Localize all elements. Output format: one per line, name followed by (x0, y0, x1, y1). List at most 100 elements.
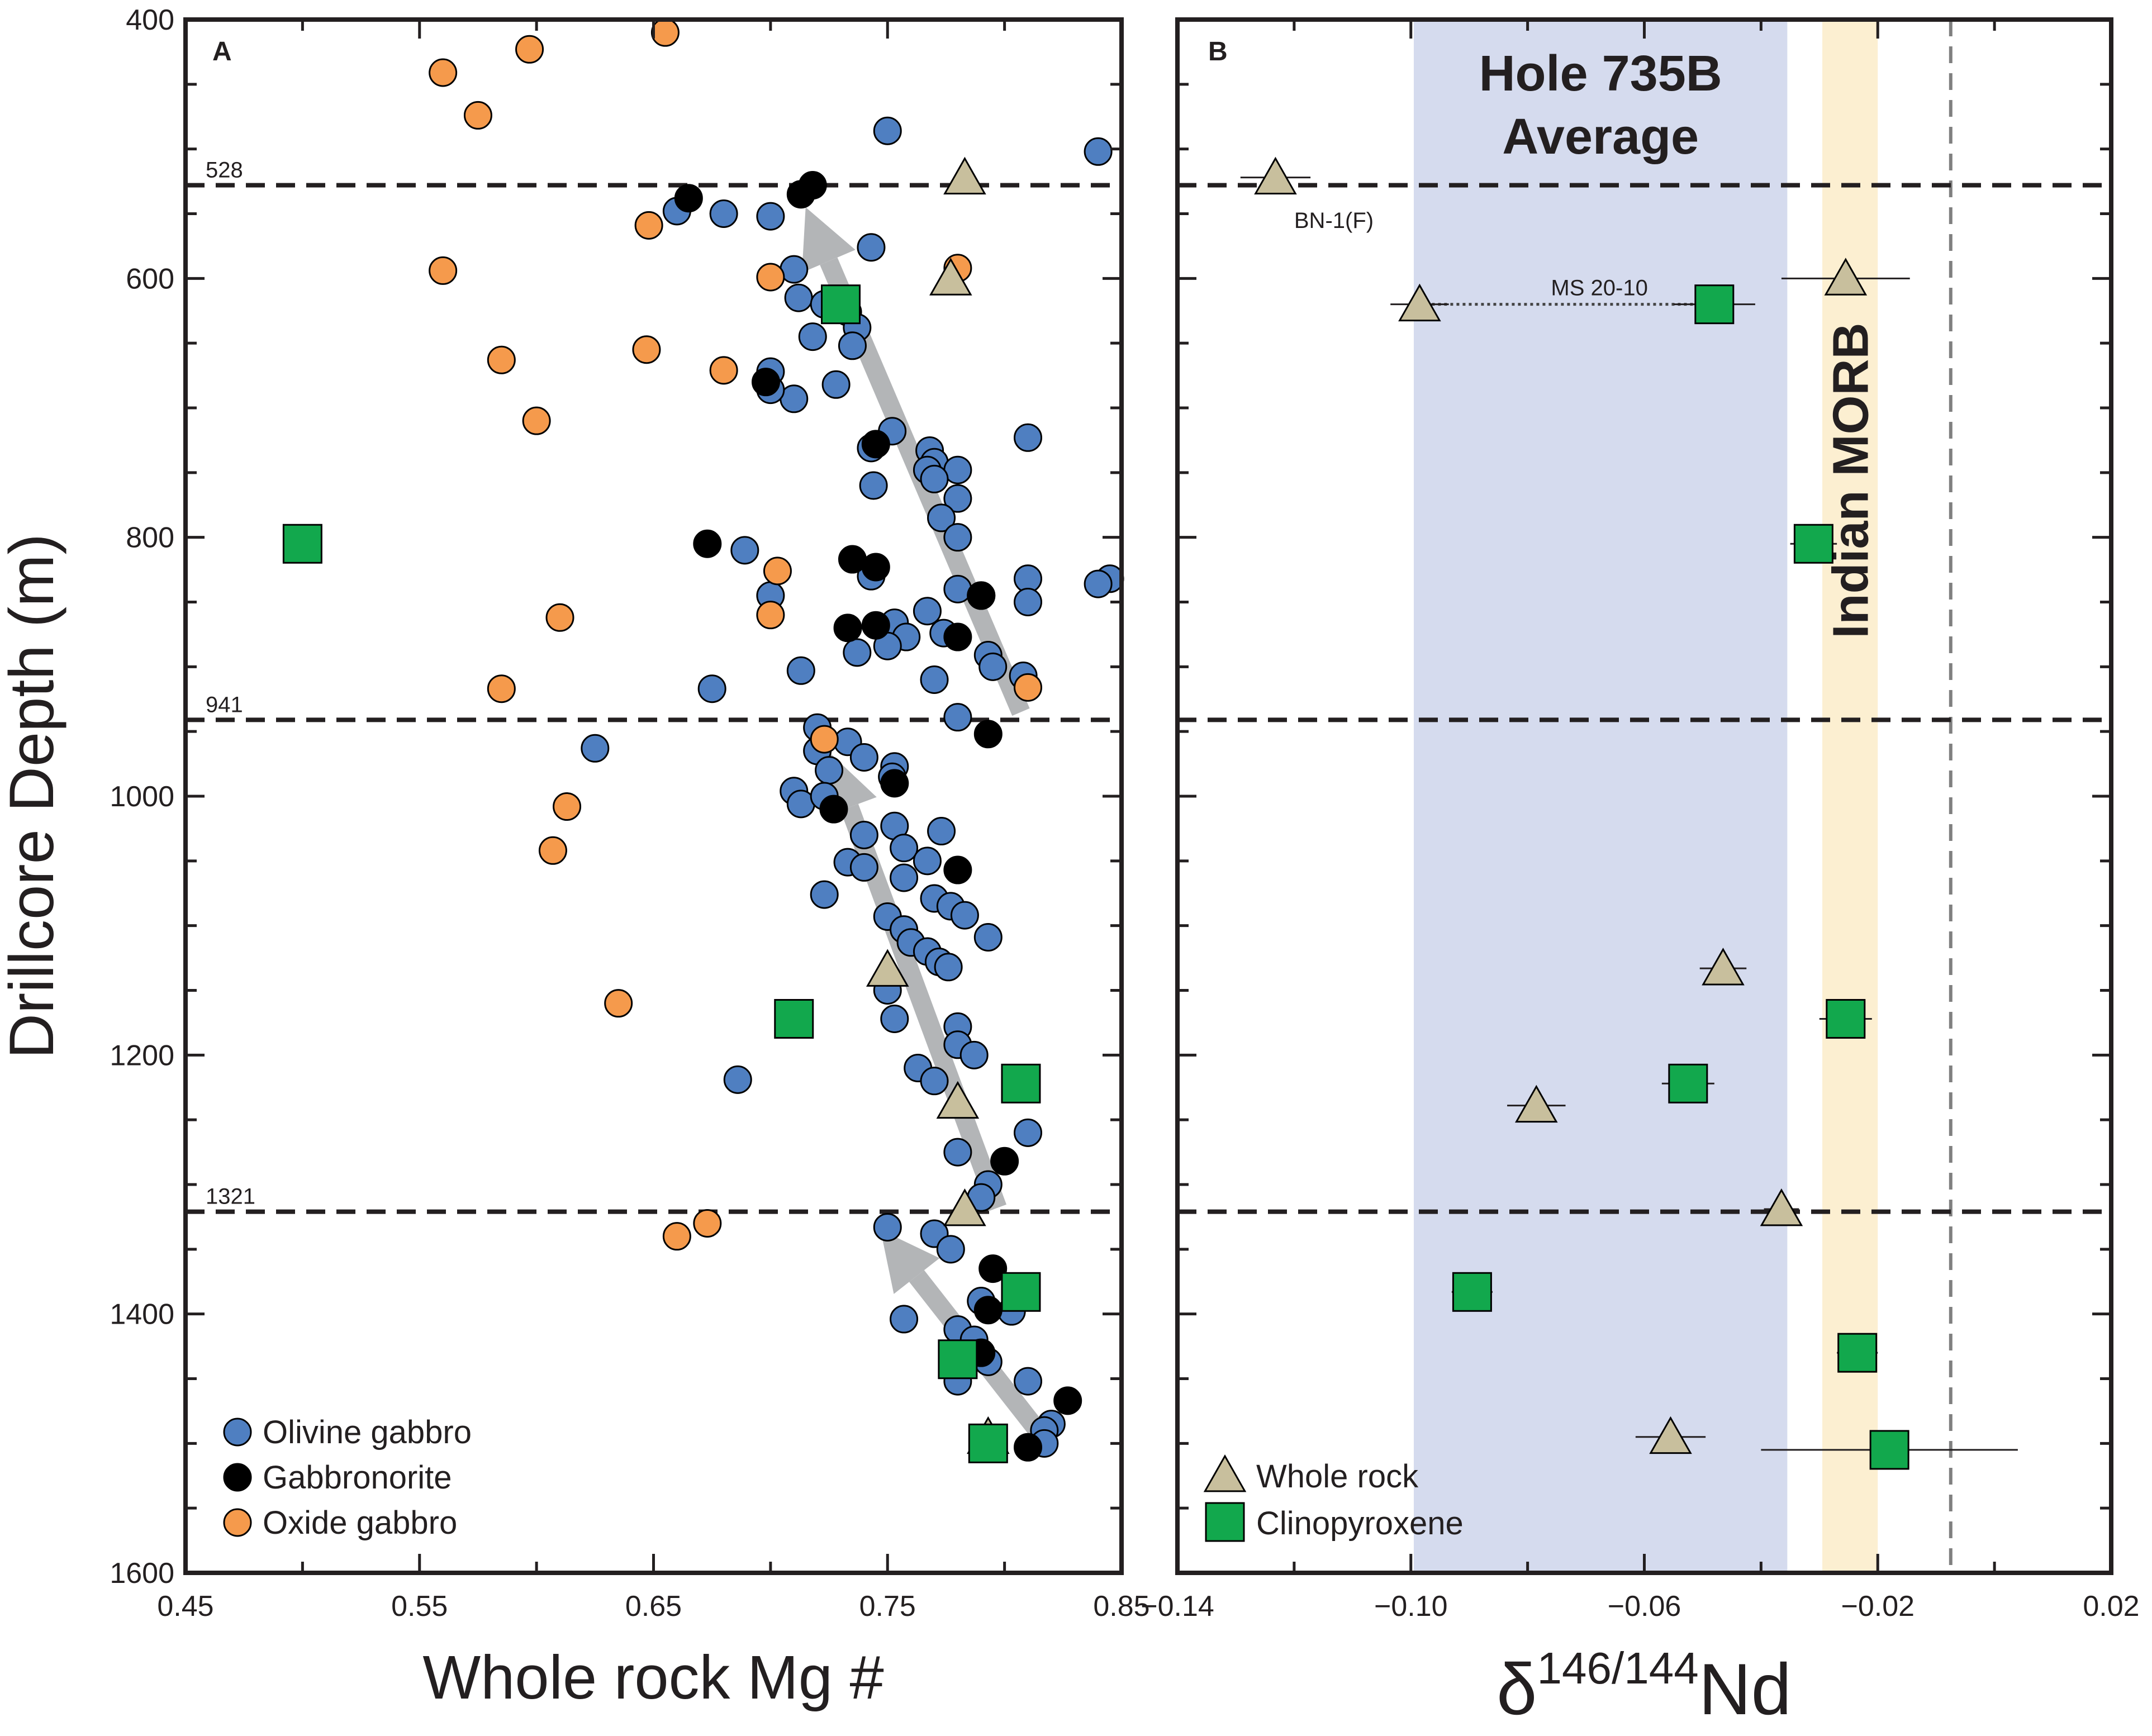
olivine-gabbro-point (920, 1067, 949, 1096)
y-axis-title: Drillcore Depth (m) (0, 534, 66, 1059)
oxide-gabbro-point (429, 58, 458, 87)
olivine-gabbro-point (890, 834, 919, 863)
gabbronorite-point (819, 795, 848, 824)
gabbronorite-point (943, 855, 972, 884)
hole-735b-band (1413, 20, 1788, 1573)
x-axis-title-a: Whole rock Mg # (422, 1643, 883, 1712)
olivine-gabbro-point (798, 322, 827, 351)
olivine-gabbro-point (927, 817, 956, 846)
panel-a-letter: A (212, 37, 232, 66)
olivine-gabbro-point (973, 923, 1003, 952)
oxide-gabbro-point (650, 18, 680, 47)
legend-b: Whole rock Clinopyroxene (1203, 1454, 1464, 1542)
olivine-gabbro-point (709, 199, 738, 228)
cpx-point (1668, 1063, 1708, 1104)
olivine-gabbro-point (756, 202, 785, 231)
whole-rock-point (1760, 1188, 1803, 1226)
oxide-gabbro-point (487, 674, 516, 703)
olivine-gabbro-point (936, 1235, 965, 1264)
depth-label-941: 941 (206, 692, 243, 717)
legend-marker-whole-rock (1203, 1454, 1247, 1492)
olivine-gabbro-point (843, 638, 872, 667)
oxide-gabbro-point (538, 836, 567, 865)
cpx-point (1837, 1333, 1878, 1373)
olivine-gabbro-point (943, 1138, 972, 1167)
legend-marker (223, 1418, 252, 1447)
gabbronorite-point (973, 1296, 1003, 1325)
gabbronorite-point (693, 529, 722, 558)
x-axis-title-b-sup: 146/144 (1537, 1643, 1699, 1693)
trend-arrow-head (880, 1230, 940, 1294)
x-axis-title-b: δ146/144Nd (1497, 1643, 1792, 1730)
olivine-gabbro-point (920, 665, 949, 694)
oxide-gabbro-point (463, 101, 492, 130)
olivine-gabbro-point (849, 853, 878, 882)
gabbronorite-point (978, 1254, 1008, 1283)
oxide-gabbro-point (662, 1222, 691, 1251)
depth-label-528: 528 (206, 158, 243, 183)
oxide-gabbro-point (756, 601, 785, 630)
panel-b: Hole 735B Average Indian MORB BN-1(F) MS 20… (1141, 17, 2140, 1730)
oxide-gabbro-point (429, 256, 458, 285)
olivine-gabbro-point (821, 370, 851, 399)
y-tick-label: 1400 (110, 1299, 174, 1331)
olivine-gabbro-point (927, 503, 956, 532)
olivine-gabbro-point (1084, 137, 1113, 166)
x-axis-title-b-nd: Nd (1699, 1648, 1792, 1730)
x-tick-label-b: −0.02 (1841, 1590, 1915, 1623)
olivine-gabbro-point (815, 756, 844, 785)
olivine-gabbro-point (920, 464, 949, 493)
olivine-gabbro-point (786, 656, 815, 685)
oxide-gabbro-point (763, 557, 792, 586)
legend-marker-cpx (1205, 1502, 1245, 1542)
olivine-gabbro-point (810, 880, 839, 909)
x-tick-label-b: 0.02 (2083, 1590, 2139, 1623)
whole-rock-point (929, 258, 972, 296)
cpx-point (1793, 524, 1833, 564)
annotation-label: MS 20-10 (1551, 276, 1647, 301)
whole-rock-point (1702, 948, 1745, 986)
oxide-gabbro-point (553, 792, 582, 821)
x-tick-label-b: −0.10 (1374, 1590, 1448, 1623)
olivine-gabbro-point (978, 652, 1008, 681)
x-tick-label-a: 0.85 (1093, 1590, 1149, 1623)
x-tick-label-a: 0.55 (391, 1590, 448, 1623)
oxide-gabbro-point (810, 725, 839, 754)
y-tick-label: 1200 (110, 1039, 174, 1072)
cpx-point (1694, 284, 1735, 325)
legend-label: Olivine gabbro (263, 1414, 472, 1450)
legend-marker (223, 1508, 252, 1537)
gabbronorite-point (973, 720, 1003, 749)
oxide-gabbro-point (515, 35, 544, 64)
olivine-gabbro-point (873, 1212, 902, 1242)
annotation-label: BN-1(F) (1294, 208, 1374, 233)
x-tick-label-a: 0.75 (859, 1590, 916, 1623)
olivine-gabbro-point (838, 331, 867, 360)
oxide-gabbro-point (545, 603, 574, 632)
gabbronorite-point (1053, 1386, 1082, 1415)
olivine-gabbro-point (880, 1004, 909, 1033)
oxide-gabbro-point (522, 406, 551, 435)
olivine-gabbro-point (581, 734, 610, 763)
gabbronorite-point (786, 180, 815, 209)
x-tick-label-a: 0.45 (157, 1590, 213, 1623)
oxide-gabbro-point (693, 1209, 722, 1238)
legend-label: Gabbronorite (263, 1459, 452, 1496)
oxide-gabbro-point (487, 345, 516, 374)
olivine-gabbro-point (943, 703, 972, 732)
gabbronorite-point (943, 622, 972, 651)
olivine-gabbro-point (943, 574, 972, 603)
olivine-gabbro-point (943, 484, 972, 513)
olivine-gabbro-point (873, 116, 902, 145)
cpx-point (1826, 998, 1866, 1039)
olivine-gabbro-point (913, 846, 942, 876)
legend-label: Whole rock (1256, 1458, 1419, 1495)
olivine-gabbro-point (1014, 1367, 1042, 1396)
olivine-gabbro-point (723, 1065, 752, 1094)
olivine-gabbro-point (890, 1305, 919, 1334)
olivine-gabbro-point (913, 597, 942, 626)
y-tick-label: 600 (126, 263, 174, 295)
oxide-gabbro-point (756, 263, 785, 292)
depth-label-1321: 1321 (206, 1185, 255, 1209)
